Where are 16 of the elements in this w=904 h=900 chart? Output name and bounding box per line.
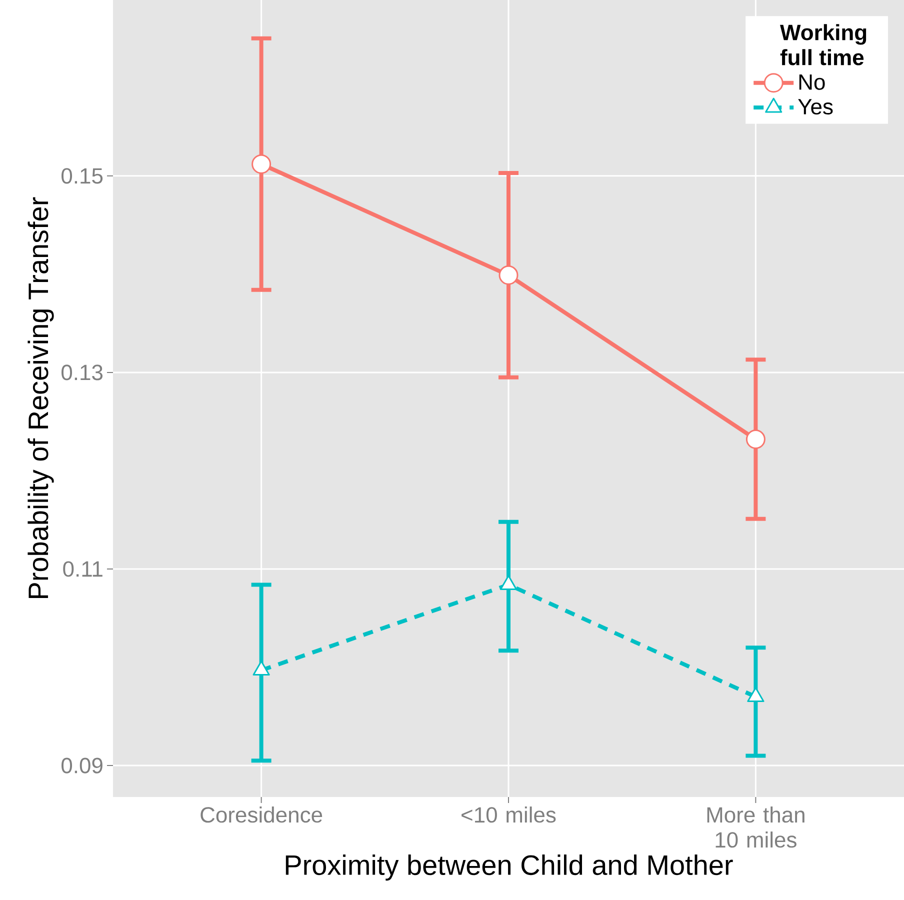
x-axis-title: Proximity between Child and Mother [286,854,733,881]
y-tick-label: 0.09 [62,758,102,774]
point [747,687,764,702]
legend-label: No [799,74,825,90]
y-tick-label: 0.11 [63,561,102,577]
legend-label: Yes [798,99,833,115]
x-tick-label: Coresidence [200,806,322,823]
y-tick-label: 0.15 [62,168,103,184]
legend-title: Working full time [780,24,866,66]
y-tick-label: 0.13 [62,364,103,380]
point [746,430,766,450]
x-tick-label: <10 miles [462,806,556,823]
point [498,265,518,285]
point [252,154,272,174]
x-tick-label: More than 10 miles [707,806,804,848]
y-axis-title: Probability of Receiving Transfer [28,197,54,598]
